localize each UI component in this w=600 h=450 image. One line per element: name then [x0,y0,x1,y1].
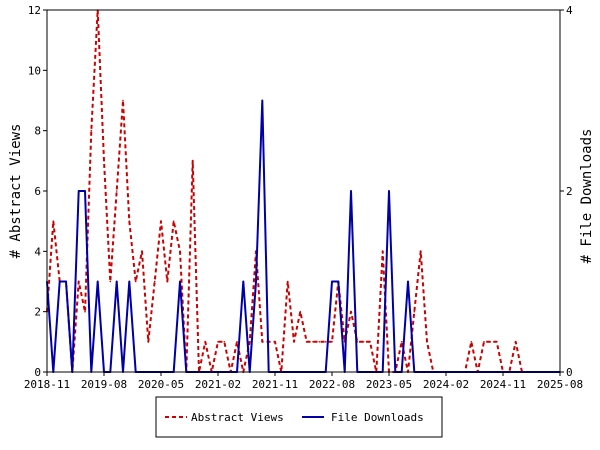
x-tick-label: 2021-02 [195,378,241,391]
y-tick-label: 6 [34,185,41,198]
data-point-file-downloads [128,280,131,283]
data-point-file-downloads [77,190,80,192]
data-point-file-downloads [84,190,86,192]
legend: Abstract Views File Downloads [155,396,443,438]
x-tick-label: 2018-11 [24,378,70,391]
data-point-abstract-views [286,280,289,283]
data-point-abstract-views [103,160,105,162]
data-point-abstract-views [153,280,156,283]
data-point-abstract-views [331,341,333,343]
data-point-file-downloads [407,280,409,283]
x-tick-label: 2021-11 [252,378,298,391]
data-point-abstract-views [115,190,118,192]
x-tick-label: 2023-05 [366,378,412,391]
series-line-abstract-views [46,9,560,373]
data-point-file-downloads [179,280,181,283]
data-point-abstract-views [147,341,150,343]
data-point-abstract-views [419,250,422,253]
x-tick-label: 2022-08 [309,378,355,391]
data-point-abstract-views [489,341,492,343]
data-point-abstract-views [236,341,238,343]
data-point-abstract-views [166,280,169,283]
data-point-abstract-views [369,341,371,343]
data-point-file-downloads [65,280,67,283]
y2-tick-label: 2 [566,185,573,198]
x-tick-label: 2019-08 [81,378,127,391]
x-tick-label: 2024-02 [423,378,469,391]
data-point-abstract-views [248,341,251,343]
data-point-abstract-views [413,310,416,313]
data-point-abstract-views [274,341,276,343]
data-point-file-downloads [255,280,257,283]
data-point-abstract-views [128,220,131,222]
data-point-file-downloads [242,280,245,283]
data-point-abstract-views [350,310,352,313]
data-point-abstract-views [495,341,498,343]
y-tick-label: 12 [28,4,41,17]
data-point-abstract-views [305,341,308,343]
data-point-abstract-views [141,250,143,253]
data-point-abstract-views [191,160,194,162]
data-point-abstract-views [381,250,384,253]
data-point-abstract-views [293,341,295,343]
y-tick-label: 8 [34,125,41,138]
y-tick-label: 2 [34,306,41,319]
data-point-file-downloads [388,190,390,192]
legend-box [155,396,443,438]
y2-tick-label: 4 [566,4,573,17]
x-tick-label: 2024-11 [480,378,526,391]
data-point-abstract-views [172,220,175,222]
data-point-file-downloads [115,280,118,283]
data-point-abstract-views [312,341,314,343]
data-point-abstract-views [134,280,137,283]
data-point-abstract-views [514,341,517,343]
data-point-abstract-views [318,341,321,343]
data-point-file-downloads [337,280,340,283]
data-point-abstract-views [217,341,219,343]
y2-tick-label: 0 [566,366,573,379]
data-point-abstract-views [52,220,55,222]
x-tick-label: 2025-08 [537,378,583,391]
y-tick-label: 4 [34,245,41,258]
data-point-abstract-views [483,341,485,343]
data-point-file-downloads [261,99,264,102]
data-point-abstract-views [204,341,207,343]
data-point-file-downloads [96,280,99,283]
x-tick-label: 2020-05 [138,378,184,391]
data-point-abstract-views [400,341,403,343]
data-point-abstract-views [223,341,226,343]
data-point-abstract-views [299,310,302,313]
data-point-abstract-views [426,341,428,343]
data-point-file-downloads [331,280,333,283]
data-point-abstract-views [179,250,181,253]
legend-label-file-downloads: File Downloads [331,411,424,424]
ticks-layer: 0 2 4 6 8 10 12 0 2 4 2018-11 2019-08 2020-05 2021-02… [24,4,583,391]
data-point-abstract-views [109,280,112,283]
y2-axis-title: # File Downloads [579,129,595,264]
data-point-abstract-views [77,280,80,283]
y-tick-label: 0 [34,366,41,379]
data-point-abstract-views [362,341,365,343]
legend-label-abstract-views: Abstract Views [191,411,284,424]
data-point-abstract-views [261,341,264,343]
data-point-file-downloads [58,280,61,283]
data-point-abstract-views [84,310,86,313]
data-point-abstract-views [90,129,93,132]
y-axis-title: # Abstract Views [8,124,24,259]
y-tick-label: 10 [28,64,41,77]
data-point-file-downloads [350,190,352,192]
data-point-abstract-views [324,341,327,343]
data-point-abstract-views [160,220,162,222]
data-point-abstract-views [122,99,124,102]
data-point-abstract-views [470,341,473,343]
